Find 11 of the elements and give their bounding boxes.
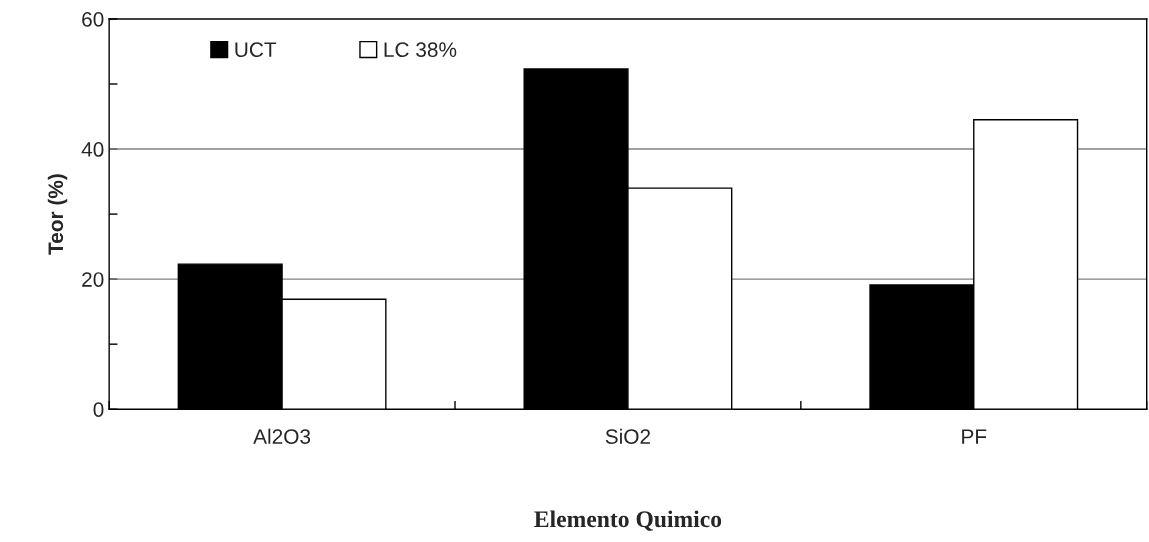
x-axis-title: Elemento Quimico [534,510,722,531]
y-tick-label: 0 [93,402,104,417]
y-tick-label: 60 [82,11,104,27]
x-tick-label: PF [962,429,987,444]
x-tick-label: SiO2 [605,428,651,444]
x-tick-label: Al2O3 [253,428,311,444]
y-tick-label: 20 [82,272,104,287]
legend-label: UCT [235,42,277,58]
y-tick-label: 40 [81,142,104,157]
y-axis-title: Teor (%) [47,174,68,255]
legend-label: LC 38% [384,42,457,58]
